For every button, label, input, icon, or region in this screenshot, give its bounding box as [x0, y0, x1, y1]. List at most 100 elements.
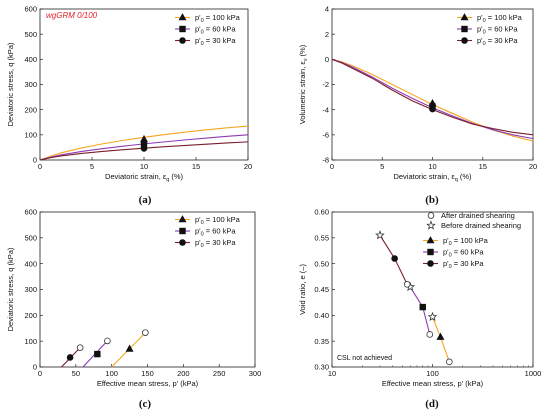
y-tick-label: 0 [325, 55, 329, 64]
y-tick-label: 500 [24, 233, 37, 242]
legend-label: p'0 = 60 kPa [443, 248, 484, 259]
y-tick-label: 0 [33, 156, 37, 165]
data-point [66, 354, 74, 361]
y-tick-label: -6 [322, 130, 329, 139]
series-circle [61, 344, 84, 368]
series-triangle [427, 311, 453, 366]
x-tick-label: 20 [529, 162, 537, 171]
series-triangle [111, 329, 149, 368]
y-tick-label: -4 [322, 105, 329, 114]
series-circle [39, 141, 249, 161]
series-line [39, 125, 249, 161]
legend-label: p'0 = 60 kPa [477, 25, 518, 36]
panel-caption: (b) [425, 194, 439, 206]
y-axis-title: Deviatoric stress, q (kPa) [6, 247, 15, 331]
legend-marker [179, 227, 186, 235]
y-tick-label: 0 [33, 363, 37, 372]
legend-marker [179, 25, 186, 33]
y-tick-label: 200 [24, 105, 37, 114]
y-tick-label: 200 [24, 311, 37, 320]
legend-marker [426, 236, 435, 244]
series-line [409, 286, 431, 335]
legend-label: After drained shearing [441, 211, 515, 220]
star-marker [427, 311, 438, 322]
x-axis-title: Deviatoric strain, εq (%) [393, 172, 472, 183]
open-circle-marker [446, 358, 453, 366]
y-tick-label: 400 [24, 259, 37, 268]
open-circle-marker [76, 344, 84, 351]
series-circle [331, 58, 534, 136]
y-tick-label: 500 [24, 30, 37, 39]
y-axis-title: Deviatoric stress, q (kPa) [6, 42, 15, 126]
y-tick-label: 0.30 [314, 363, 329, 372]
y-axis-title: Volumetric strain, εv (%) [298, 44, 309, 124]
legend-marker [460, 13, 469, 21]
open-circle-marker [426, 331, 434, 338]
x-tick-label: 50 [72, 369, 80, 378]
legend-marker [427, 260, 434, 267]
material-label: wgGRM 0/100 [46, 11, 98, 20]
y-tick-label: -2 [322, 80, 329, 89]
series-line [39, 141, 249, 161]
series-line [39, 134, 249, 161]
legend-marker [427, 248, 434, 256]
x-tick-label: 100 [105, 369, 118, 378]
legend-label: p'0 = 100 kPa [195, 13, 241, 24]
series-line [331, 58, 534, 140]
y-tick-label: 0.55 [314, 233, 329, 242]
x-axis-title: Deviatoric strain, εq (%) [105, 172, 184, 183]
open-circle-marker [142, 329, 149, 336]
y-tick-label: 100 [24, 337, 37, 346]
legend-label: p'0 = 30 kPa [195, 36, 236, 47]
chart-d: 10 100 1000 0.30 0.35 0.40 0.45 0.50 0.55 0.60 Eff… [298, 208, 541, 410]
x-tick-label: 5 [380, 162, 384, 171]
y-tick-label: 600 [24, 5, 37, 14]
series-square [405, 281, 434, 338]
data-point [94, 350, 101, 358]
panel-caption: (a) [139, 194, 152, 206]
series-square [82, 337, 111, 368]
panel-caption: (c) [139, 398, 152, 410]
y-tick-label: 4 [325, 5, 329, 14]
x-tick-label: 300 [249, 369, 262, 378]
x-tick-label: 200 [177, 369, 190, 378]
legend-label: p'0 = 30 kPa [443, 259, 484, 270]
x-tick-label: 0 [38, 162, 42, 171]
y-tick-label: 0.40 [314, 311, 329, 320]
legend-label: p'0 = 100 kPa [443, 236, 489, 247]
x-tick-label: 10 [140, 162, 148, 171]
y-tick-label: 0.35 [314, 337, 329, 346]
legend-star-icon [426, 220, 436, 230]
x-tick-label: 0 [330, 162, 334, 171]
chart-c: 0 50 100 150 200 250 300 0 100 200 300 400 500 600 Eff… [6, 208, 261, 410]
legend-open-circle-icon [427, 212, 435, 219]
data-point [125, 344, 134, 352]
data-point [391, 255, 398, 262]
legend-marker [179, 239, 186, 246]
legend-label: p'0 = 100 kPa [477, 13, 523, 24]
y-tick-label: 0.45 [314, 285, 329, 294]
legend-label: p'0 = 60 kPa [195, 25, 236, 36]
x-tick-label: 20 [244, 162, 252, 171]
y-tick-label: 100 [24, 130, 37, 139]
star-marker [375, 230, 385, 240]
plot-frame [331, 211, 534, 368]
y-tick-label: 2 [325, 30, 329, 39]
y-axis-title: Void ratio, e (–) [298, 264, 307, 315]
csl-note: CSL not achieved [337, 355, 392, 362]
y-tick-label: 300 [24, 80, 37, 89]
legend-marker [461, 25, 468, 33]
legend-marker [178, 215, 187, 223]
x-tick-label: 15 [192, 162, 200, 171]
open-circle-marker [403, 281, 411, 288]
x-tick-label: 10 [328, 369, 336, 378]
x-axis-title: Effective mean stress, p' (kPa) [382, 379, 484, 388]
chart-b: 0 5 10 15 20 -8 -6 -4 -2 0 2 4 Deviatoric strain, εq… [298, 5, 537, 206]
y-tick-label: 400 [24, 55, 37, 64]
legend-marker [179, 37, 186, 44]
